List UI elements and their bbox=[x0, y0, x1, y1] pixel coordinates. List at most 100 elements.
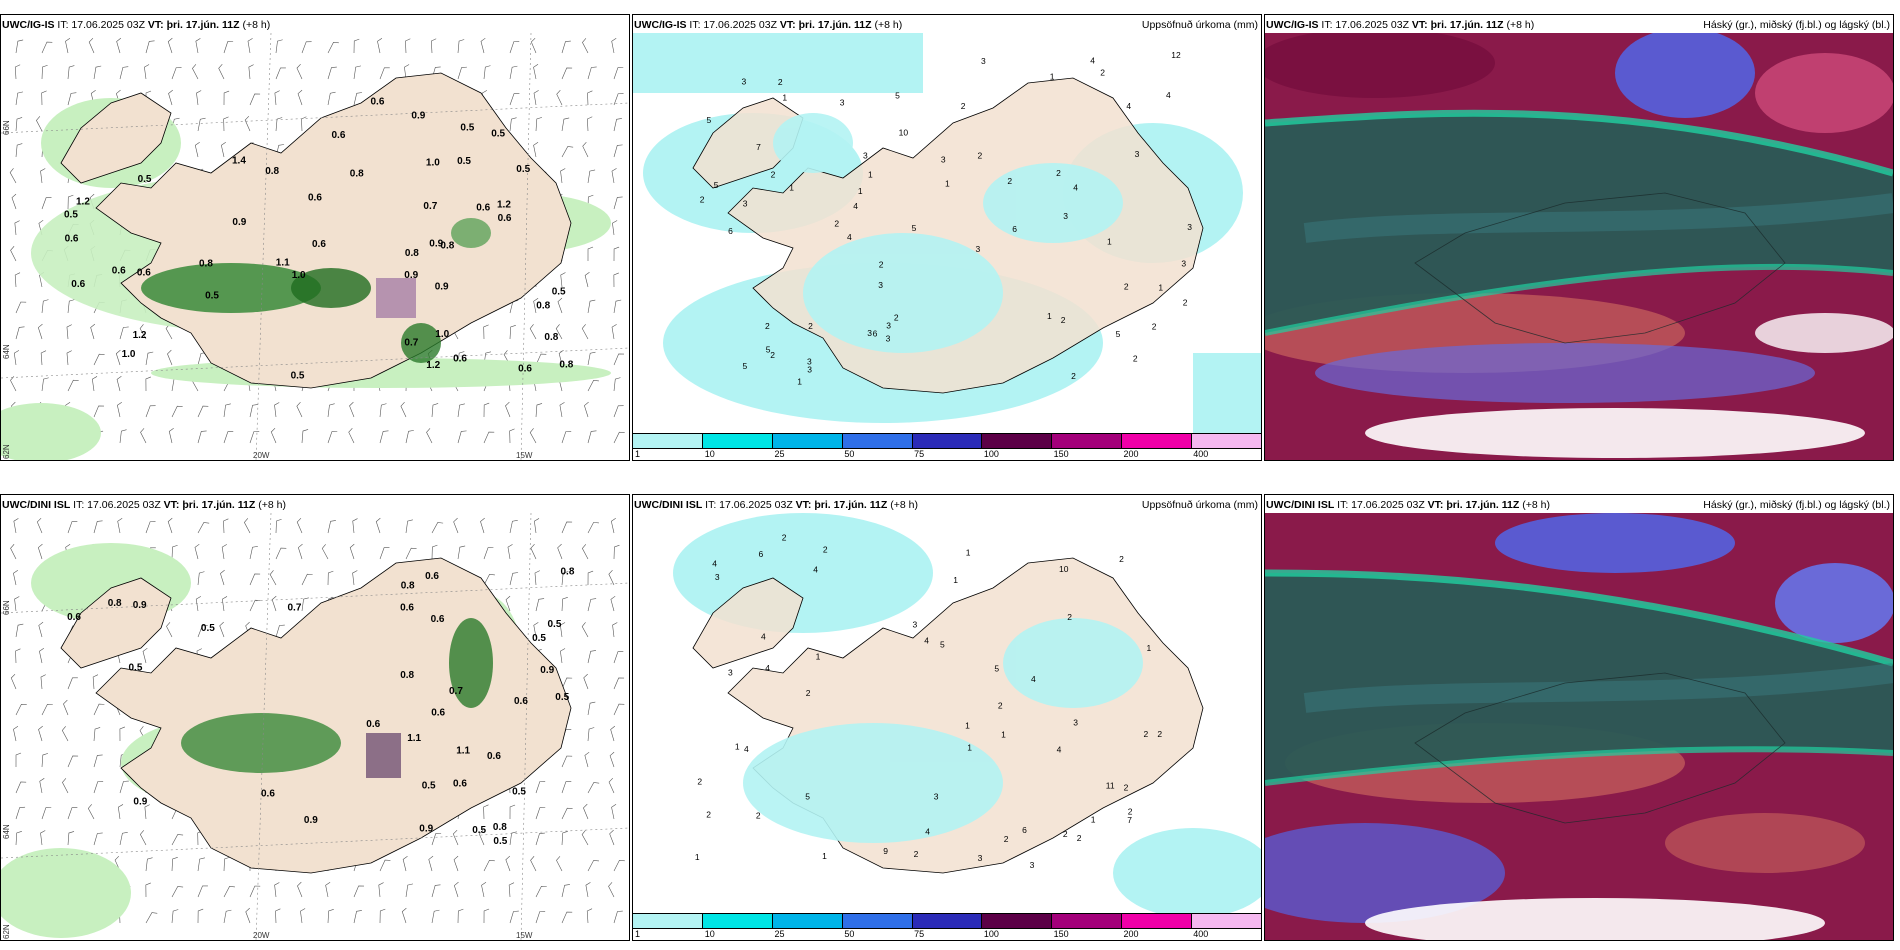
accum-value-label: 3 bbox=[1073, 717, 1078, 727]
wind-barb bbox=[400, 401, 407, 418]
wind-barb bbox=[582, 142, 589, 158]
lead-time: (+8 h) bbox=[1522, 499, 1550, 511]
wind-barb bbox=[481, 882, 487, 898]
accum-value-labels: 1123221122211223334312212125665443535273… bbox=[700, 50, 1192, 386]
wind-barb bbox=[405, 38, 411, 54]
wind-barb bbox=[87, 804, 95, 820]
precip-value-label: 0.5 bbox=[552, 287, 566, 298]
init-time: IT: 17.06.2025 03Z bbox=[1321, 19, 1409, 31]
wind-barb bbox=[561, 146, 574, 158]
wind-barb bbox=[195, 38, 201, 54]
precip-wind-map[interactable]: 66N 64N 62N 20W 15W 0.6 0.6 0.5 0.5 0.5 0.8 0.… bbox=[1, 513, 629, 940]
wind-barb bbox=[14, 272, 21, 288]
wind-barb bbox=[535, 781, 546, 794]
valid-time-prefix: VT: bbox=[779, 19, 796, 31]
wind-barb bbox=[248, 64, 254, 80]
wind-barb bbox=[301, 429, 309, 444]
map-svg bbox=[1265, 33, 1893, 460]
wind-barb bbox=[67, 299, 75, 314]
model-name: UWC/DINI ISL bbox=[1266, 499, 1335, 511]
wind-barb bbox=[587, 860, 600, 872]
wind-barb bbox=[88, 37, 95, 54]
precip-value-label: 1.1 bbox=[407, 733, 421, 744]
wind-barb bbox=[119, 429, 127, 444]
wind-barb bbox=[613, 405, 624, 418]
accum-value-label: 3 bbox=[742, 76, 747, 86]
wind-barb bbox=[557, 543, 563, 560]
wind-barb bbox=[119, 66, 129, 80]
wind-barb bbox=[587, 598, 597, 612]
wind-barb bbox=[249, 599, 261, 612]
colorbar-swatch bbox=[912, 914, 983, 928]
wind-barb bbox=[405, 519, 413, 534]
wind-barb bbox=[327, 403, 335, 418]
accum-value-label: 2 bbox=[879, 260, 884, 270]
lon-label-20: 20W bbox=[253, 931, 270, 940]
lead-time: (+8 h) bbox=[242, 19, 271, 31]
cloud-cover-map[interactable] bbox=[1265, 33, 1893, 460]
wind-barb bbox=[39, 648, 45, 664]
wind-barb bbox=[10, 246, 17, 262]
wind-barb bbox=[14, 596, 20, 612]
accum-value-label: 4 bbox=[853, 201, 858, 211]
colorbar-tick-label: 400 bbox=[1193, 929, 1209, 939]
wind-barb bbox=[296, 63, 303, 80]
precip-value-label: 0.5 bbox=[129, 662, 143, 673]
wind-barb bbox=[535, 403, 543, 418]
wind-barb bbox=[327, 431, 338, 444]
wind-barb bbox=[612, 220, 618, 236]
wind-barb bbox=[509, 572, 519, 586]
precip-value-label: 1.2 bbox=[497, 199, 511, 210]
accum-value-label: 11 bbox=[1106, 781, 1115, 791]
lon-label-15: 15W bbox=[516, 931, 533, 940]
wind-barb bbox=[581, 324, 589, 340]
precip-value-label: 0.5 bbox=[64, 209, 78, 220]
precip-value-label: 0.6 bbox=[476, 202, 490, 213]
wind-barb bbox=[457, 66, 467, 80]
colorbar-tick-label: 25 bbox=[774, 929, 785, 939]
wind-barb bbox=[92, 376, 98, 392]
wind-barb bbox=[535, 117, 543, 132]
precip-value-label: 1.2 bbox=[426, 360, 440, 371]
accum-value-label: 1 bbox=[1091, 814, 1096, 824]
accum-value-label: 2 bbox=[1100, 67, 1105, 77]
wind-barb bbox=[431, 522, 444, 534]
colorbar-tick-label: 25 bbox=[774, 449, 785, 459]
wind-barb bbox=[197, 571, 205, 586]
cloud-cover-map[interactable] bbox=[1265, 513, 1893, 940]
precip-value-label: 0.6 bbox=[453, 353, 467, 364]
wind-barb bbox=[15, 781, 27, 794]
precip-value-label: 1.2 bbox=[133, 330, 147, 341]
accum-value-label: 3 bbox=[886, 333, 891, 343]
wind-barb bbox=[379, 547, 390, 560]
accum-value-label: 9 bbox=[883, 846, 888, 856]
precip-value-label: 0.5 bbox=[472, 825, 486, 836]
colorbar-ticks: 1 10 25 50 75 100 150 200 400 bbox=[633, 449, 1261, 460]
accum-value-label: 4 bbox=[1126, 101, 1131, 111]
precip-wind-map[interactable]: 66N 64N 62N 20W 15W 0.9 0.5 0.6 0.8 0.7 0.5 1.… bbox=[1, 33, 629, 460]
wind-barb bbox=[509, 93, 520, 106]
wind-barb bbox=[561, 597, 568, 612]
precip-value-label: 0.5 bbox=[555, 692, 569, 703]
wind-barb bbox=[431, 403, 439, 418]
wind-barb bbox=[535, 885, 547, 898]
colorbar-tick-label: 75 bbox=[914, 929, 925, 939]
wind-barb bbox=[249, 573, 261, 586]
wind-barb bbox=[561, 884, 570, 898]
map-svg: 66N 64N 62N 20W 15W 0.60.60.50.50.50.80.… bbox=[1, 513, 629, 940]
wind-barb bbox=[15, 806, 26, 820]
lat-label-64: 64N bbox=[2, 824, 11, 839]
accum-value-label: 2 bbox=[823, 545, 828, 555]
wind-barb bbox=[298, 543, 303, 560]
accum-value-label: 2 bbox=[914, 849, 919, 859]
wind-barb bbox=[145, 40, 155, 54]
wind-barb bbox=[582, 38, 589, 54]
panel-header: UWC/DINI ISL IT: 17.06.2025 03Z VT: þri.… bbox=[634, 498, 1258, 512]
wind-barb bbox=[249, 546, 258, 560]
wind-barb bbox=[63, 699, 69, 716]
wind-barb bbox=[145, 376, 151, 392]
lead-time: (+8 h) bbox=[890, 499, 918, 511]
wind-barb bbox=[533, 142, 539, 158]
